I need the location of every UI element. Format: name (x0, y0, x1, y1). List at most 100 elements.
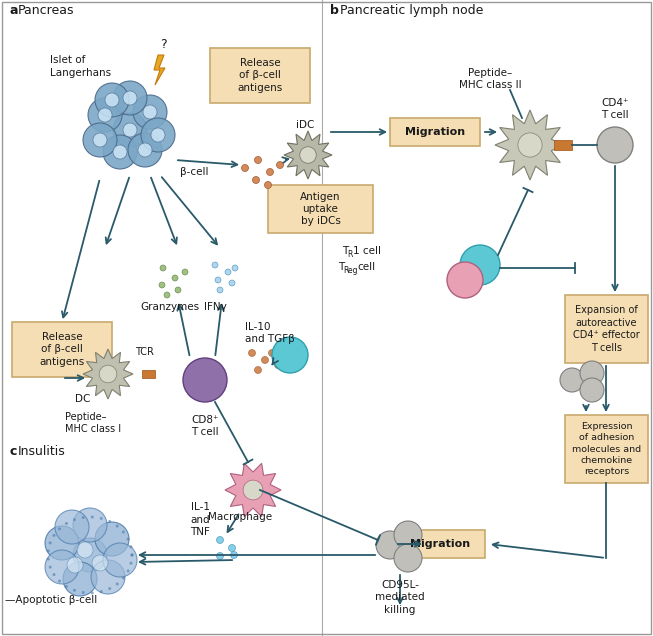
Circle shape (175, 287, 181, 293)
Circle shape (116, 583, 119, 586)
Circle shape (255, 156, 261, 163)
Circle shape (82, 516, 85, 519)
Circle shape (560, 368, 584, 392)
Circle shape (47, 550, 50, 553)
Circle shape (217, 537, 223, 544)
Circle shape (113, 81, 147, 115)
Circle shape (45, 526, 79, 560)
Circle shape (580, 361, 604, 385)
Circle shape (65, 522, 68, 525)
Circle shape (73, 589, 76, 592)
Text: β-cell: β-cell (180, 167, 208, 177)
Circle shape (264, 181, 272, 188)
Text: R: R (347, 250, 353, 259)
Circle shape (91, 516, 94, 518)
Polygon shape (154, 55, 165, 85)
Circle shape (58, 579, 61, 583)
Text: Release
of β-cell
antigens: Release of β-cell antigens (39, 332, 85, 367)
Text: IL-1
and
TNF: IL-1 and TNF (190, 502, 210, 537)
Circle shape (105, 93, 119, 107)
FancyBboxPatch shape (565, 295, 648, 363)
Circle shape (93, 133, 107, 147)
Text: IFNγ: IFNγ (204, 302, 227, 312)
Circle shape (122, 576, 125, 579)
Text: T: T (338, 262, 344, 272)
Circle shape (100, 590, 103, 593)
Circle shape (580, 378, 604, 402)
Text: Granzymes: Granzymes (140, 302, 199, 312)
Circle shape (49, 541, 52, 544)
Text: DC: DC (75, 394, 90, 404)
Circle shape (597, 127, 633, 163)
Text: TCR: TCR (135, 347, 154, 357)
Circle shape (127, 537, 129, 541)
Circle shape (276, 162, 283, 169)
Circle shape (151, 128, 165, 142)
Circle shape (103, 135, 137, 169)
Text: Migration: Migration (410, 539, 470, 549)
Text: Insulitis: Insulitis (18, 445, 66, 458)
Circle shape (83, 123, 117, 157)
Text: Expression
of adhesion
molecules and
chemokine
receptors: Expression of adhesion molecules and che… (572, 422, 641, 476)
Text: Peptide–
MHC class I: Peptide– MHC class I (65, 412, 121, 434)
FancyBboxPatch shape (210, 48, 310, 103)
Circle shape (242, 165, 249, 172)
Circle shape (518, 133, 542, 157)
Circle shape (447, 262, 483, 298)
Circle shape (182, 269, 188, 275)
Circle shape (217, 287, 223, 293)
Circle shape (95, 522, 129, 556)
Circle shape (77, 542, 93, 558)
Text: cell: cell (357, 262, 375, 272)
Circle shape (183, 358, 227, 402)
Text: Pancreas: Pancreas (18, 4, 74, 17)
Circle shape (98, 108, 112, 122)
Circle shape (116, 525, 119, 527)
Polygon shape (142, 370, 155, 378)
Circle shape (92, 555, 108, 571)
Circle shape (108, 520, 111, 523)
Circle shape (394, 544, 422, 572)
FancyBboxPatch shape (268, 185, 373, 233)
Circle shape (58, 527, 61, 530)
Circle shape (103, 543, 137, 577)
Text: IL-10
and TGFβ: IL-10 and TGFβ (245, 322, 295, 344)
Circle shape (73, 538, 107, 572)
Circle shape (91, 591, 94, 595)
Circle shape (217, 553, 223, 560)
Circle shape (266, 169, 274, 176)
Circle shape (141, 118, 175, 152)
Circle shape (82, 591, 85, 594)
Circle shape (300, 147, 316, 163)
Text: T: T (342, 246, 348, 256)
Text: Expansion of
autoreactive
CD4⁺ effector
T cells: Expansion of autoreactive CD4⁺ effector … (573, 305, 640, 352)
Circle shape (123, 91, 137, 105)
Circle shape (460, 245, 500, 285)
Circle shape (261, 357, 268, 364)
Circle shape (91, 560, 125, 594)
Circle shape (67, 557, 83, 573)
Text: Antigen
uptake
by iDCs: Antigen uptake by iDCs (300, 191, 341, 226)
Circle shape (274, 361, 281, 368)
Text: Islet of
Langerhans: Islet of Langerhans (50, 55, 111, 78)
Circle shape (122, 530, 125, 534)
Circle shape (159, 282, 165, 288)
Text: —Apoptotic β-cell: —Apoptotic β-cell (5, 595, 97, 605)
Circle shape (212, 262, 218, 268)
Circle shape (232, 265, 238, 271)
Circle shape (65, 585, 68, 588)
Circle shape (231, 551, 238, 558)
Circle shape (376, 531, 404, 559)
FancyBboxPatch shape (12, 322, 112, 377)
FancyBboxPatch shape (395, 530, 485, 558)
Text: Migration: Migration (405, 127, 465, 137)
Text: CD4⁺
T cell: CD4⁺ T cell (601, 97, 629, 120)
Text: b: b (330, 4, 339, 17)
Circle shape (268, 350, 276, 357)
Circle shape (123, 123, 137, 137)
FancyBboxPatch shape (390, 118, 480, 146)
Circle shape (129, 562, 133, 565)
Circle shape (131, 553, 133, 556)
Circle shape (172, 275, 178, 281)
Text: ?: ? (160, 38, 167, 51)
